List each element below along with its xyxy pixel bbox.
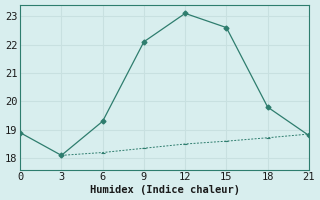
X-axis label: Humidex (Indice chaleur): Humidex (Indice chaleur) <box>90 185 239 195</box>
